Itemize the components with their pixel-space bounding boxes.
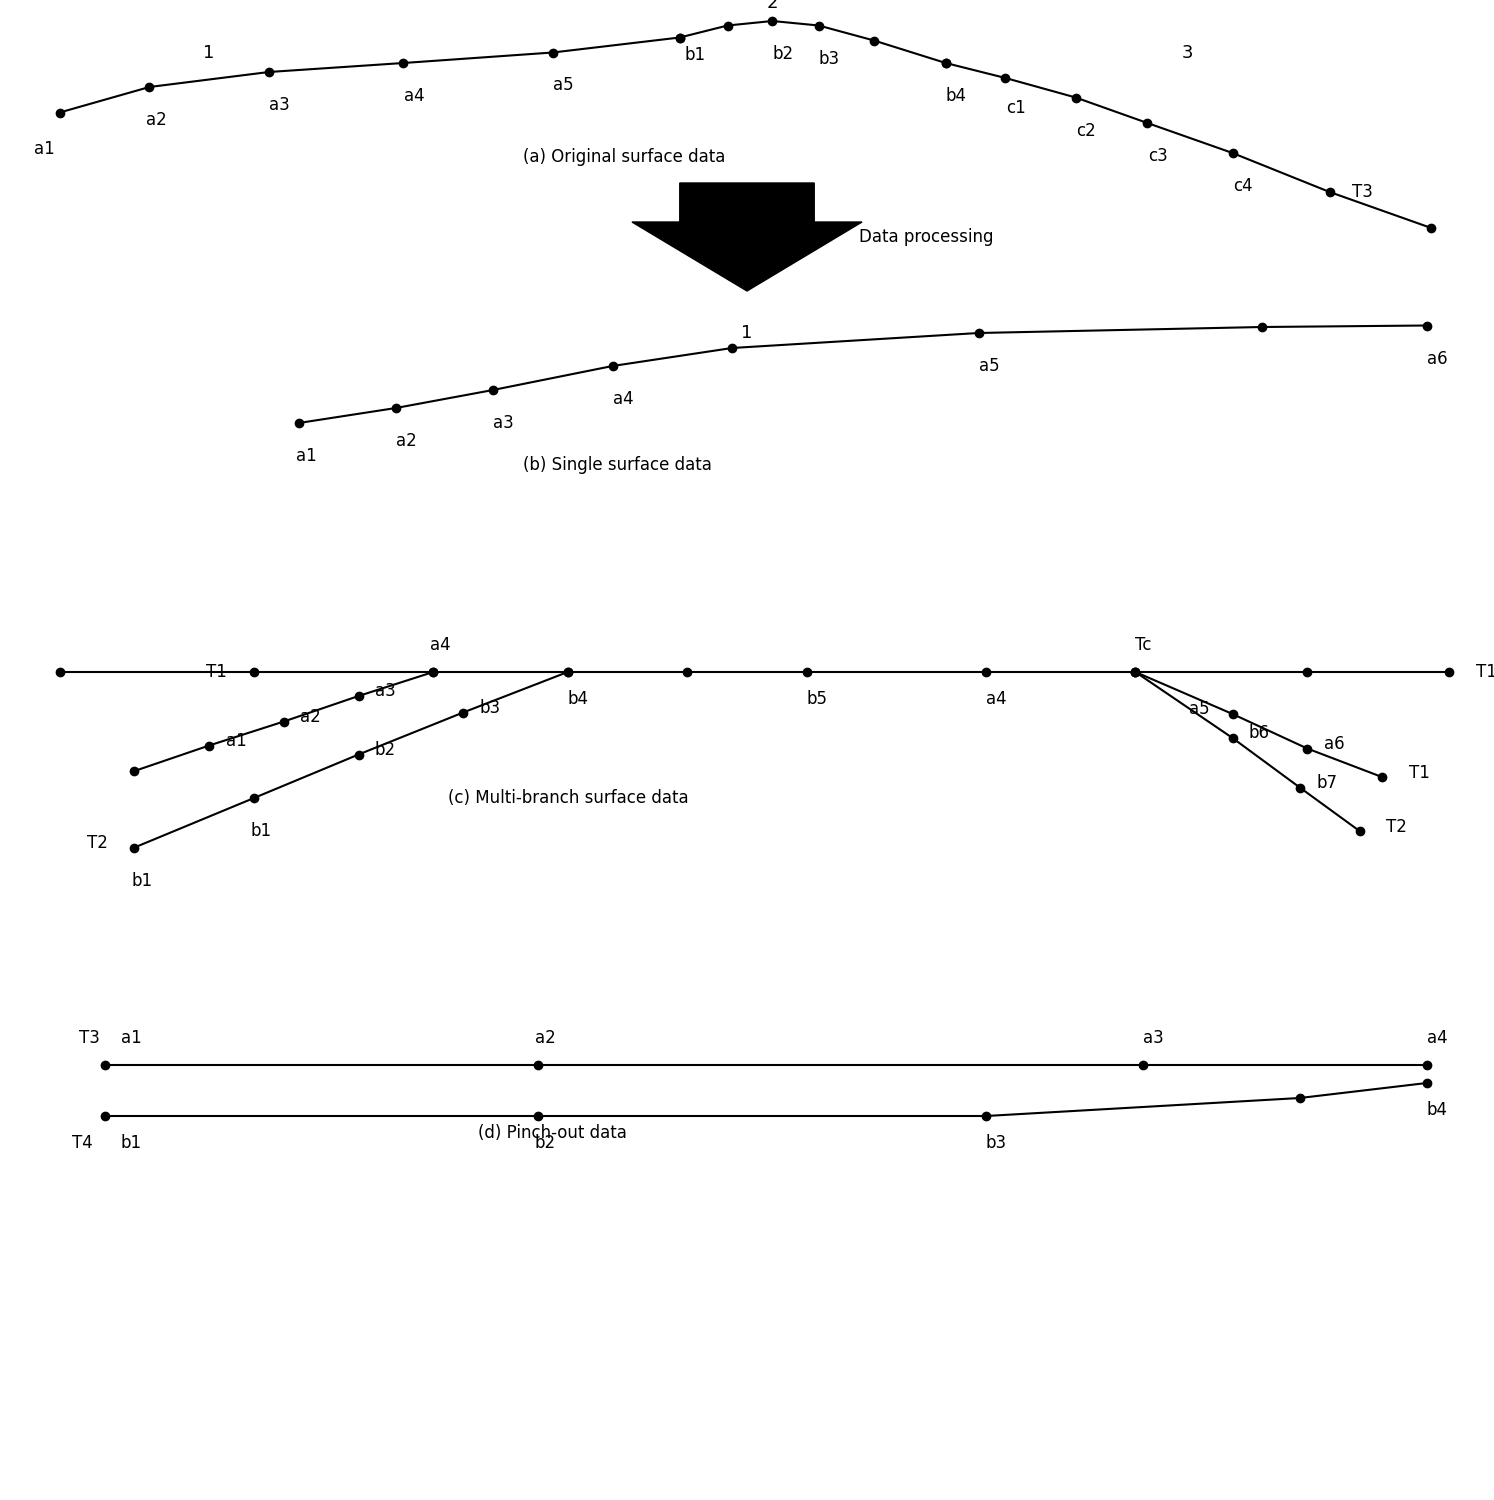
Text: (c) Multi-branch surface data: (c) Multi-branch surface data bbox=[448, 789, 689, 807]
Text: a4: a4 bbox=[430, 636, 451, 654]
Text: T1: T1 bbox=[1476, 663, 1494, 681]
Text: T3: T3 bbox=[1352, 183, 1373, 201]
Text: a3: a3 bbox=[375, 682, 396, 700]
Text: a2: a2 bbox=[146, 111, 167, 129]
Text: a1: a1 bbox=[296, 447, 317, 465]
Text: c1: c1 bbox=[1005, 99, 1026, 117]
Text: a5: a5 bbox=[979, 357, 999, 375]
Text: (a) Original surface data: (a) Original surface data bbox=[523, 148, 725, 166]
Text: 2: 2 bbox=[766, 0, 778, 12]
Text: 3: 3 bbox=[1182, 44, 1194, 62]
Text: T1: T1 bbox=[206, 663, 227, 681]
Polygon shape bbox=[632, 183, 862, 291]
Text: a6: a6 bbox=[1324, 735, 1345, 753]
Text: b1: b1 bbox=[121, 1134, 142, 1152]
Text: Tc: Tc bbox=[1134, 636, 1152, 654]
Text: b1: b1 bbox=[131, 871, 152, 889]
Text: b4: b4 bbox=[946, 87, 967, 105]
Text: a4: a4 bbox=[403, 87, 424, 105]
Text: a3: a3 bbox=[493, 414, 514, 432]
Text: b7: b7 bbox=[1316, 774, 1337, 792]
Text: b2: b2 bbox=[375, 741, 396, 759]
Text: b2: b2 bbox=[535, 1134, 556, 1152]
Text: 1: 1 bbox=[203, 44, 215, 62]
Text: a2: a2 bbox=[300, 708, 321, 726]
Text: T2: T2 bbox=[1386, 818, 1407, 836]
Text: a1: a1 bbox=[226, 732, 247, 750]
Text: a3: a3 bbox=[269, 96, 290, 114]
Text: a1: a1 bbox=[34, 140, 55, 158]
Text: a5: a5 bbox=[553, 76, 574, 94]
Text: b1: b1 bbox=[684, 46, 705, 64]
Text: T4: T4 bbox=[72, 1134, 93, 1152]
Text: a4: a4 bbox=[1427, 1029, 1448, 1047]
Text: a1: a1 bbox=[121, 1029, 142, 1047]
Text: b3: b3 bbox=[819, 50, 840, 68]
Text: b4: b4 bbox=[1427, 1101, 1448, 1119]
Text: (d) Pinch-out data: (d) Pinch-out data bbox=[478, 1124, 627, 1142]
Text: b5: b5 bbox=[807, 690, 828, 708]
Text: b3: b3 bbox=[986, 1134, 1007, 1152]
Text: b3: b3 bbox=[480, 699, 500, 717]
Text: 1: 1 bbox=[741, 324, 753, 342]
Text: a2: a2 bbox=[396, 432, 417, 450]
Text: b1: b1 bbox=[251, 822, 272, 840]
Text: a4: a4 bbox=[613, 390, 633, 408]
Text: T1: T1 bbox=[1409, 764, 1430, 782]
Text: b6: b6 bbox=[1249, 724, 1270, 742]
Text: a4: a4 bbox=[986, 690, 1007, 708]
Text: c2: c2 bbox=[1076, 122, 1097, 140]
Text: a3: a3 bbox=[1143, 1029, 1164, 1047]
Text: (b) Single surface data: (b) Single surface data bbox=[523, 456, 711, 474]
Text: Data processing: Data processing bbox=[859, 228, 994, 246]
Text: c4: c4 bbox=[1233, 177, 1253, 195]
Text: T3: T3 bbox=[79, 1029, 100, 1047]
Text: b4: b4 bbox=[568, 690, 589, 708]
Text: a6: a6 bbox=[1427, 350, 1448, 368]
Text: b2: b2 bbox=[772, 45, 793, 63]
Text: a5: a5 bbox=[1189, 700, 1210, 718]
Text: T2: T2 bbox=[87, 834, 108, 852]
Text: a2: a2 bbox=[535, 1029, 556, 1047]
Text: c3: c3 bbox=[1147, 147, 1168, 165]
